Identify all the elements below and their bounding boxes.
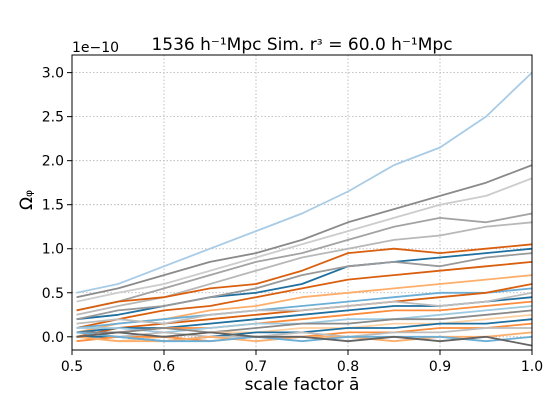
y-offset-text: 1e−10 bbox=[72, 40, 119, 56]
y-tick-label: 2.5 bbox=[42, 110, 64, 126]
series-line-5 bbox=[76, 243, 533, 312]
y-axis-title: Ωᵩ bbox=[17, 190, 37, 210]
series-line-3 bbox=[76, 212, 533, 312]
series-line-17 bbox=[76, 313, 533, 343]
y-tick-label: 3.0 bbox=[42, 66, 64, 82]
x-tick-label: 0.5 bbox=[61, 359, 83, 375]
series-line-22 bbox=[76, 331, 533, 343]
series-line-1 bbox=[76, 164, 533, 299]
x-axis-ticks: 0.5 0.6 0.7 0.8 0.9 1.0 bbox=[61, 350, 543, 375]
series-lines bbox=[76, 71, 533, 347]
x-tick-label: 1.0 bbox=[521, 359, 543, 375]
y-tick-label: 1.0 bbox=[42, 242, 64, 258]
x-tick-label: 0.9 bbox=[429, 359, 451, 375]
y-tick-label: 1.5 bbox=[42, 198, 64, 214]
series-line-10 bbox=[76, 287, 533, 329]
y-axis-ticks: 0.0 0.5 1.0 1.5 2.0 2.5 3.0 bbox=[42, 66, 72, 346]
x-axis-title: scale factor ā bbox=[245, 375, 360, 395]
plot-frame bbox=[71, 54, 533, 351]
series-line-23 bbox=[76, 331, 533, 347]
x-tick-label: 0.8 bbox=[337, 359, 359, 375]
series-line-7 bbox=[76, 252, 533, 321]
series-line-6 bbox=[76, 247, 533, 321]
series-line-4 bbox=[76, 221, 533, 316]
y-tick-label: 0.0 bbox=[42, 330, 64, 346]
series-line-20 bbox=[76, 327, 532, 338]
y-tick-label: 0.5 bbox=[42, 286, 64, 302]
x-tick-label: 0.6 bbox=[153, 359, 175, 375]
series-line-8 bbox=[76, 261, 533, 329]
series-line-2 bbox=[76, 177, 533, 303]
x-tick-label: 0.7 bbox=[245, 359, 267, 375]
series-line-13 bbox=[76, 291, 533, 325]
series-line-16 bbox=[76, 309, 533, 334]
chart-title: 1536 h⁻¹Mpc Sim. rᶟ = 60.0 h⁻¹Mpc bbox=[151, 35, 452, 55]
y-tick-label: 2.0 bbox=[42, 154, 64, 170]
series-line-0 bbox=[76, 71, 533, 294]
